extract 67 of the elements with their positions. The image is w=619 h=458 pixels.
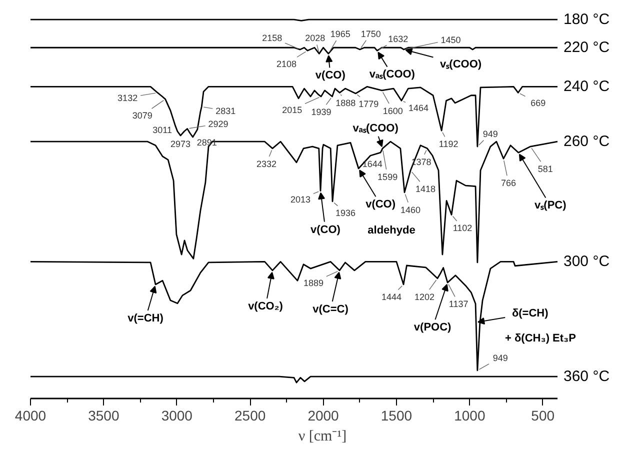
annotation: v(CO) bbox=[366, 198, 396, 211]
annotation: v(C=C) bbox=[312, 303, 349, 316]
annotation: vₐₛ(COO) bbox=[369, 68, 416, 81]
annotation: 1418 bbox=[416, 184, 436, 194]
x-tick-label: 2500 bbox=[234, 408, 266, 424]
annotation: 3079 bbox=[132, 110, 152, 121]
annotation: 2891 bbox=[196, 138, 217, 148]
series-label: 260 °C bbox=[564, 133, 610, 150]
series-label: 360 °C bbox=[564, 368, 610, 386]
annotation: 2831 bbox=[216, 106, 236, 116]
x-tick-label: 4000 bbox=[14, 408, 46, 424]
annotation: 2973 bbox=[170, 139, 191, 150]
annotation: 1450 bbox=[440, 35, 461, 46]
x-tick-label: 2000 bbox=[308, 408, 340, 424]
annotation: 2929 bbox=[208, 119, 228, 130]
annotation: 2158 bbox=[262, 33, 282, 44]
annotation: 1464 bbox=[408, 103, 428, 114]
annotation: aldehyde bbox=[368, 224, 416, 236]
annotation: 1599 bbox=[378, 172, 398, 182]
annotation: v(=CH) bbox=[128, 312, 164, 324]
x-tick-label: 3500 bbox=[88, 408, 120, 424]
annotation: 949 bbox=[492, 352, 508, 363]
annotation: 1632 bbox=[388, 34, 408, 44]
annotation: 1644 bbox=[362, 159, 382, 170]
annotation: 2108 bbox=[276, 59, 296, 70]
annotation: 1600 bbox=[382, 106, 403, 116]
annotation: 2013 bbox=[290, 194, 311, 204]
x-tick-label: 500 bbox=[531, 408, 555, 424]
annotation: 1750 bbox=[360, 29, 381, 40]
annotation: 1444 bbox=[381, 292, 402, 302]
annotation: vₛ(PC) bbox=[534, 200, 567, 212]
annotation: δ(=CH) bbox=[512, 307, 549, 320]
series-label: 300 °C bbox=[564, 253, 610, 270]
annotation: 3011 bbox=[152, 125, 172, 136]
annotation: 1202 bbox=[414, 292, 434, 302]
annotation: v(CO₂) bbox=[248, 300, 284, 312]
x-axis-title: ν [cm⁻¹] bbox=[298, 428, 347, 444]
annotation: vₐₛ(COO) bbox=[352, 122, 399, 134]
series-label: 220 °C bbox=[564, 39, 610, 56]
annotation: 1888 bbox=[336, 98, 356, 108]
annotation: 1137 bbox=[448, 299, 468, 310]
annotation: 949 bbox=[482, 129, 498, 140]
x-tick-label: 1000 bbox=[454, 408, 486, 424]
annotation: v(CO) bbox=[310, 224, 341, 236]
annotation: 1779 bbox=[358, 98, 379, 109]
annotation: 669 bbox=[530, 98, 546, 108]
series-label: 180 °C bbox=[564, 11, 610, 28]
annotation: v(CO) bbox=[315, 70, 346, 82]
annotation: 1936 bbox=[335, 208, 356, 218]
annotation: 1192 bbox=[438, 139, 458, 150]
annotation: + δ(CH₃) Et₃P bbox=[505, 332, 576, 344]
annotation: v(POC) bbox=[414, 322, 452, 334]
annotation: 1460 bbox=[400, 204, 421, 215]
annotation: 766 bbox=[500, 178, 516, 188]
annotation: 1939 bbox=[311, 107, 332, 118]
annotation: 1889 bbox=[304, 278, 324, 288]
annotation: 1965 bbox=[330, 29, 350, 40]
annotation: 1102 bbox=[452, 223, 472, 234]
annotation: 581 bbox=[538, 164, 553, 174]
annotation: 2015 bbox=[282, 105, 302, 116]
annotation: vₛ(COO) bbox=[440, 58, 482, 71]
annotation: 2028 bbox=[305, 33, 326, 44]
series-label: 240 °C bbox=[564, 78, 610, 96]
annotation: 2332 bbox=[256, 158, 276, 169]
x-tick-label: 3000 bbox=[161, 408, 193, 424]
x-tick-label: 1500 bbox=[380, 408, 412, 424]
annotation: 3132 bbox=[118, 93, 138, 104]
